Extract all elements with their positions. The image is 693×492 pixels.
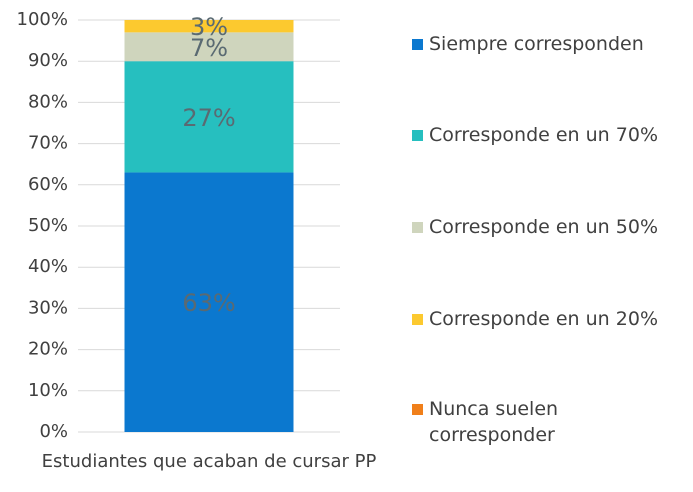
legend-item: Corresponde en un 50% xyxy=(412,214,674,240)
legend-swatch xyxy=(412,39,423,50)
y-tick-label: 100% xyxy=(17,9,68,30)
legend-label: Corresponde en un 20% xyxy=(429,308,658,330)
legend-label: Corresponde en un 50% xyxy=(429,216,658,238)
legend-swatch xyxy=(412,222,423,233)
legend-label: Nunca suelen corresponder xyxy=(429,398,559,446)
bar-segment xyxy=(124,172,294,432)
legend-swatch xyxy=(412,130,423,141)
data-label: 7% xyxy=(190,34,228,62)
y-tick-label: 90% xyxy=(28,50,68,71)
legend-swatch xyxy=(412,314,423,325)
legend-item: Siempre corresponden xyxy=(412,31,674,57)
y-tick-label: 60% xyxy=(28,174,68,195)
legend-label: Siempre corresponden xyxy=(429,33,644,55)
y-tick-label: 80% xyxy=(28,91,68,112)
y-tick-label: 20% xyxy=(28,339,68,360)
legend-item: Corresponde en un 20% xyxy=(412,306,674,332)
y-tick-label: 30% xyxy=(28,297,68,318)
bar-segment xyxy=(124,20,294,33)
y-tick-label: 10% xyxy=(28,380,68,401)
legend-item: Nunca suelen corresponder xyxy=(412,396,674,448)
data-label: 3% xyxy=(190,13,228,41)
data-label: 63% xyxy=(182,289,235,317)
data-label: 27% xyxy=(182,104,235,132)
legend-item: Corresponde en un 70% xyxy=(412,122,674,148)
bar-segment xyxy=(124,32,294,62)
y-tick-label: 70% xyxy=(28,133,68,154)
legend-label: Corresponde en un 70% xyxy=(429,124,658,146)
y-tick-label: 40% xyxy=(28,256,68,277)
y-tick-label: 50% xyxy=(28,215,68,236)
bar-segment xyxy=(124,61,294,173)
y-tick-label: 0% xyxy=(39,421,68,442)
x-tick-label: Estudiantes que acaban de cursar PP xyxy=(42,451,377,472)
legend-swatch xyxy=(412,404,423,415)
